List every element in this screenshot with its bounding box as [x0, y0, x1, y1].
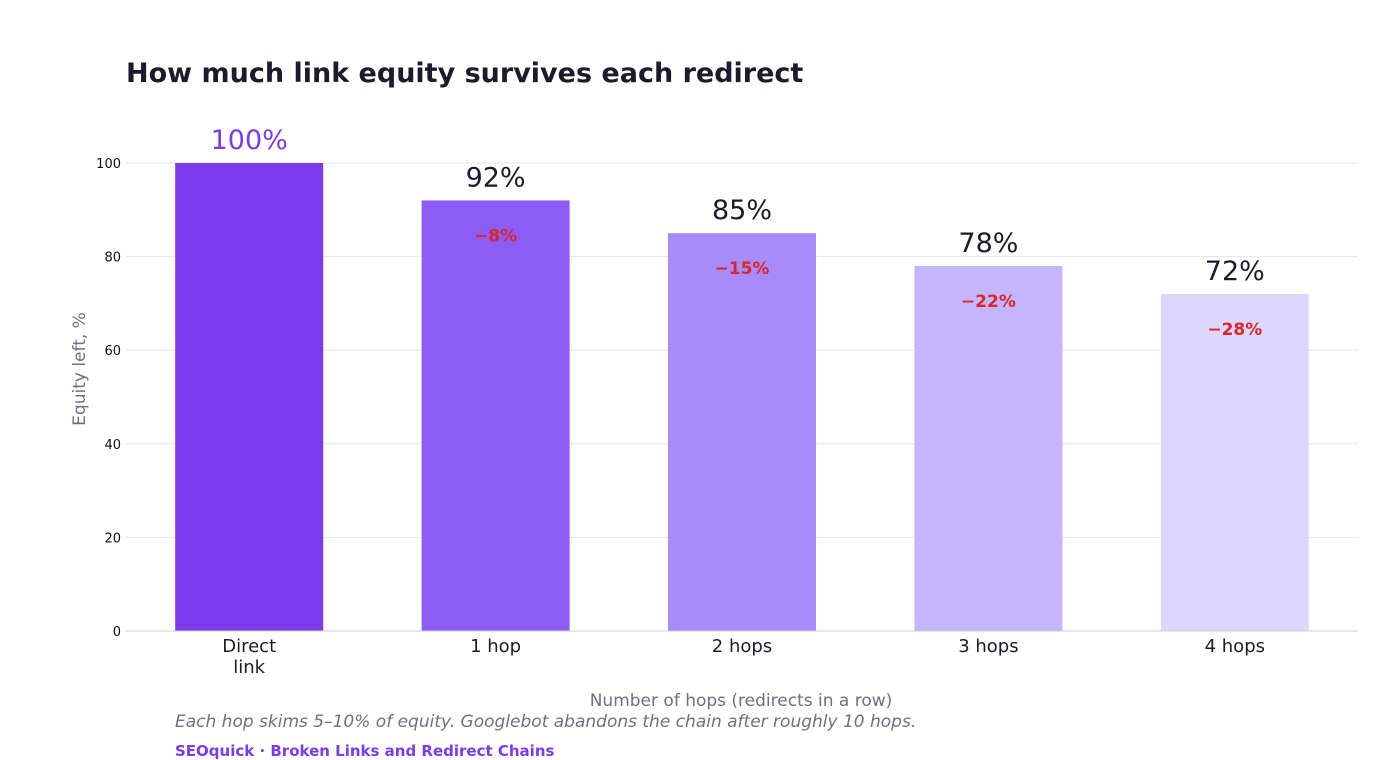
bar-delta-label: −8%	[474, 226, 517, 246]
bar-delta-label: −22%	[961, 292, 1016, 312]
x-tick-label: Direct link	[222, 636, 276, 678]
y-axis-ticks: 0 20 40 60 80 100	[96, 157, 121, 640]
bar	[668, 233, 816, 631]
bar	[175, 163, 324, 631]
bar-value-label: 92%	[466, 162, 526, 193]
x-tick-label: 1 hop	[470, 636, 521, 657]
bar-delta-label: −15%	[715, 259, 770, 279]
bar-value-label: 72%	[1205, 256, 1265, 287]
x-tick-label: 2 hops	[712, 636, 772, 657]
y-tick-label: 80	[104, 251, 121, 266]
bar	[1160, 294, 1309, 631]
source-credit: SEOquick · Broken Links and Redirect Cha…	[175, 742, 555, 760]
y-tick-label: 20	[104, 531, 121, 546]
chart-title: How much link equity survives each redir…	[126, 58, 803, 89]
y-tick-label: 0	[113, 625, 121, 640]
bars	[175, 163, 1309, 631]
y-tick-label: 60	[104, 344, 121, 359]
bar	[421, 200, 570, 631]
bar-labels: 100% 92% −8% 85% −15% 78% −22% 72% −28%	[211, 125, 1265, 340]
bar-delta-label: −28%	[1207, 320, 1262, 340]
x-axis-ticks: Direct link 1 hop 2 hops 3 hops 4 hops	[222, 636, 1265, 678]
chart-caption: Each hop skims 5–10% of equity. Googlebo…	[175, 712, 916, 732]
bar-value-label: 100%	[211, 125, 288, 156]
y-tick-label: 40	[104, 438, 121, 453]
y-axis-label: Equity left, %	[70, 312, 90, 426]
x-tick-label: 3 hops	[958, 636, 1018, 657]
bar	[914, 265, 1063, 631]
x-axis-label: Number of hops (redirects in a row)	[590, 691, 893, 711]
bar-value-label: 78%	[958, 228, 1018, 259]
y-tick-label: 100	[96, 157, 121, 172]
x-tick-label: 4 hops	[1205, 636, 1265, 657]
bar-value-label: 85%	[712, 195, 772, 226]
